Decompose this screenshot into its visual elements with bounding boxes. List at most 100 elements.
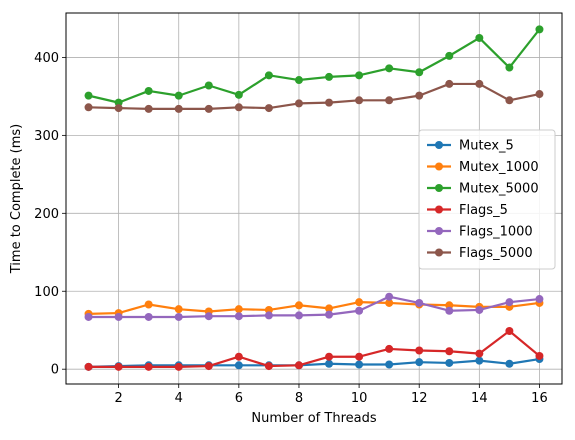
data-point	[234, 90, 243, 99]
y-tick-label: 100	[34, 285, 59, 300]
y-tick-label: 0	[51, 363, 59, 378]
data-point	[84, 91, 93, 100]
data-point	[174, 305, 183, 314]
data-point	[505, 359, 514, 368]
data-point	[475, 349, 484, 358]
x-tick-label: 16	[531, 391, 548, 406]
data-point	[294, 311, 303, 320]
x-tick-label: 2	[114, 391, 122, 406]
data-point	[475, 305, 484, 314]
data-point	[505, 298, 514, 307]
data-point	[385, 344, 394, 353]
y-tick-label: 400	[34, 51, 59, 66]
series-line	[88, 295, 540, 319]
data-point	[475, 79, 484, 88]
legend-label: Flags_5000	[459, 246, 533, 261]
data-point	[144, 86, 153, 95]
data-point	[294, 76, 303, 85]
legend-marker	[435, 205, 443, 214]
data-point	[355, 298, 364, 307]
legend-marker	[435, 184, 443, 192]
legend-marker	[435, 162, 443, 171]
legend-marker	[435, 141, 443, 149]
legend-item: Flags_1000	[427, 225, 533, 240]
data-point	[355, 306, 364, 315]
data-point	[325, 304, 334, 313]
data-point	[264, 71, 273, 80]
series-flags-5	[84, 327, 544, 371]
data-point	[535, 90, 544, 99]
data-point	[505, 96, 514, 105]
data-point	[415, 68, 424, 77]
data-point	[445, 347, 454, 356]
legend-label: Mutex_5	[459, 139, 514, 154]
legend-label: Mutex_1000	[459, 160, 539, 175]
legend-marker	[435, 248, 443, 257]
x-tick-label: 14	[471, 391, 488, 406]
data-point	[385, 360, 394, 369]
data-point	[355, 352, 364, 361]
legend-label: Flags_5	[459, 203, 508, 218]
legend-item: Mutex_1000	[427, 160, 539, 175]
data-point	[84, 312, 93, 321]
x-tick-label: 6	[235, 391, 243, 406]
y-tick-label: 200	[34, 207, 59, 222]
x-tick-label: 4	[175, 391, 183, 406]
legend-item: Mutex_5000	[427, 182, 539, 197]
legend-marker	[435, 227, 443, 235]
data-point	[475, 356, 484, 365]
data-point	[174, 312, 183, 321]
data-point	[445, 358, 454, 367]
data-point	[415, 298, 424, 307]
data-point	[415, 358, 424, 367]
data-point	[445, 79, 454, 88]
series-mutex-5000	[84, 25, 544, 107]
data-point	[174, 104, 183, 113]
data-point	[535, 25, 544, 34]
data-point	[385, 298, 394, 307]
data-point	[114, 104, 123, 113]
data-point	[325, 72, 334, 81]
data-point	[234, 352, 243, 361]
x-tick-label: 10	[351, 391, 368, 406]
legend-frame	[418, 129, 556, 270]
data-point	[204, 104, 213, 113]
data-point	[84, 103, 93, 112]
data-point	[535, 351, 544, 360]
data-point	[114, 362, 123, 371]
axis-ticks: 2 4 6 8 10 12 14 16 0 100 200 300 400	[34, 51, 548, 406]
series-mutex-5	[84, 355, 544, 371]
legend-item: Flags_5	[427, 203, 508, 218]
data-point	[445, 306, 454, 315]
data-point	[144, 362, 153, 371]
series-flags-5000	[84, 79, 544, 113]
series-line	[88, 301, 540, 315]
data-point	[84, 362, 93, 371]
legend-label: Mutex_5000	[459, 182, 539, 197]
data-point	[114, 312, 123, 321]
data-point	[355, 96, 364, 105]
data-point	[294, 301, 303, 310]
series-line	[88, 357, 540, 368]
data-point	[264, 362, 273, 371]
series-line	[88, 329, 541, 368]
data-point	[234, 361, 243, 370]
legend: Mutex_5 Mutex_1000 Mutex_5000 Flags_5 Flags_…	[418, 129, 556, 270]
data-point	[204, 362, 213, 371]
data-point	[415, 91, 424, 100]
data-point	[234, 305, 243, 314]
plot-frame	[65, 12, 563, 385]
y-tick-label: 300	[34, 129, 59, 144]
y-axis-label: Time to Complete (ms)	[9, 124, 24, 275]
series-line	[88, 28, 541, 104]
data-point	[535, 295, 544, 304]
series-line	[88, 82, 540, 110]
legend-label: Flags_1000	[459, 225, 533, 240]
data-point	[505, 63, 514, 72]
data-point	[264, 311, 273, 320]
legend-item: Flags_5000	[427, 246, 533, 261]
data-point	[415, 346, 424, 355]
data-point	[385, 96, 394, 105]
